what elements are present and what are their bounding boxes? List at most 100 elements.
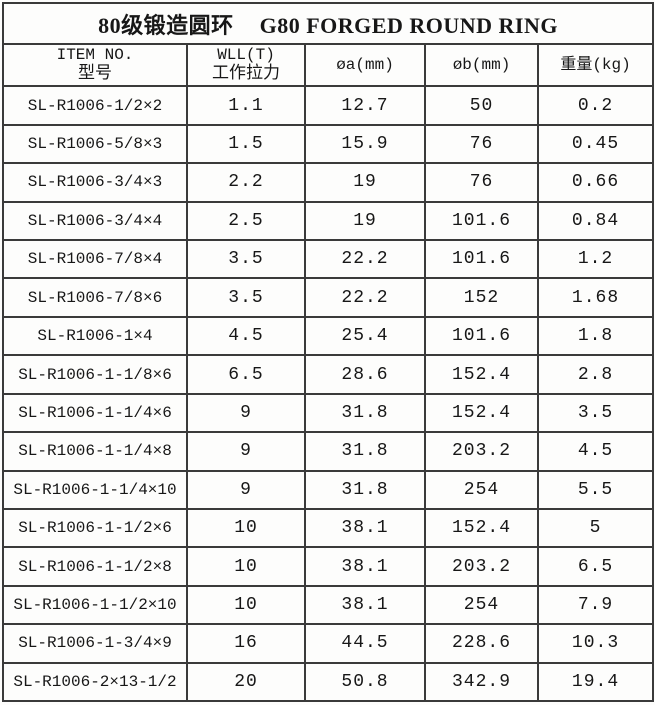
cell-weight: 10.3 [536, 623, 655, 664]
table-row: SL-R1006-5/8×3 1.5 15.9 76 0.45 [2, 123, 655, 165]
table-row: SL-R1006-1/2×2 1.1 12.7 50 0.2 [2, 85, 655, 126]
cell-weight: 0.2 [536, 85, 655, 126]
cell-weight: 2.8 [536, 354, 655, 395]
cell-weight: 6.5 [536, 546, 655, 587]
cell-wll: 2.2 [186, 162, 306, 203]
cell-wll: 3.5 [186, 277, 306, 318]
cell-dia-a: 44.5 [304, 623, 426, 664]
cell-item-no: SL-R1006-7/8×4 [2, 239, 188, 280]
cell-dia-b: 76 [424, 123, 539, 165]
header-item-no-cn: 型号 [78, 64, 112, 84]
cell-dia-a: 31.8 [304, 469, 426, 510]
table-row: SL-R1006-2×13-1/2 20 50.8 342.9 19.4 [2, 661, 655, 703]
cell-weight: 0.66 [536, 162, 655, 203]
cell-weight: 3.5 [536, 392, 655, 434]
cell-wll: 10 [186, 507, 306, 549]
table-row: SL-R1006-1×4 4.5 25.4 101.6 1.8 [2, 315, 655, 357]
cell-dia-a: 15.9 [304, 123, 426, 165]
table-row: SL-R1006-3/4×4 2.5 19 101.6 0.84 [2, 200, 655, 242]
cell-dia-b: 152 [424, 277, 539, 318]
cell-dia-b: 50 [424, 85, 539, 126]
title-chinese: 80级锻造圆环 [98, 12, 234, 38]
header-wll-en: WLL(T) [217, 45, 275, 64]
title-english: G80 FORGED ROUND RING [259, 12, 558, 38]
cell-wll: 1.5 [186, 123, 306, 165]
table-row: SL-R1006-1-1/4×8 9 31.8 203.2 4.5 [2, 431, 655, 472]
cell-dia-a: 50.8 [304, 661, 426, 703]
cell-weight: 1.68 [536, 277, 655, 318]
cell-wll: 6.5 [186, 354, 306, 395]
header-wll-cn: 工作拉力 [212, 64, 280, 84]
cell-dia-b: 254 [424, 469, 539, 510]
cell-dia-b: 152.4 [424, 507, 539, 549]
cell-weight: 5 [536, 507, 655, 549]
cell-dia-a: 38.1 [304, 584, 426, 626]
cell-wll: 10 [186, 584, 306, 626]
cell-dia-b: 228.6 [424, 623, 539, 664]
cell-item-no: SL-R1006-1×4 [2, 315, 188, 357]
table-row: SL-R1006-1-1/4×10 9 31.8 254 5.5 [2, 469, 655, 510]
cell-wll: 2.5 [186, 200, 306, 242]
column-header-dia-a: øa(mm) [304, 43, 426, 88]
cell-dia-b: 203.2 [424, 431, 539, 472]
header-weight: 重量(kg) [560, 55, 631, 74]
cell-weight: 0.45 [536, 123, 655, 165]
cell-dia-b: 254 [424, 584, 539, 626]
cell-wll: 9 [186, 469, 306, 510]
cell-wll: 9 [186, 431, 306, 472]
cell-item-no: SL-R1006-3/4×3 [2, 162, 188, 203]
table-row: SL-R1006-3/4×3 2.2 19 76 0.66 [2, 162, 655, 203]
header-dia-b: øb(mm) [452, 55, 511, 74]
cell-dia-b: 76 [424, 162, 539, 203]
column-header-dia-b: øb(mm) [424, 43, 539, 88]
cell-item-no: SL-R1006-2×13-1/2 [2, 661, 188, 703]
cell-dia-a: 19 [304, 162, 426, 203]
cell-dia-a: 12.7 [304, 85, 426, 126]
cell-wll: 9 [186, 392, 306, 434]
table-row: SL-R1006-7/8×6 3.5 22.2 152 1.68 [2, 277, 655, 318]
table-row: SL-R1006-1-1/4×6 9 31.8 152.4 3.5 [2, 392, 655, 434]
cell-weight: 7.9 [536, 584, 655, 626]
cell-dia-b: 152.4 [424, 354, 539, 395]
column-header-item-no: ITEM NO. 型号 [2, 43, 188, 88]
table-header-row: ITEM NO. 型号 WLL(T) 工作拉力 øa(mm) øb(mm) 重量… [2, 43, 655, 88]
column-header-wll: WLL(T) 工作拉力 [186, 43, 306, 88]
cell-dia-a: 22.2 [304, 277, 426, 318]
table-row: SL-R1006-1-1/2×10 10 38.1 254 7.9 [2, 584, 655, 626]
cell-dia-a: 25.4 [304, 315, 426, 357]
table-row: SL-R1006-1-1/2×8 10 38.1 203.2 6.5 [2, 546, 655, 587]
cell-item-no: SL-R1006-5/8×3 [2, 123, 188, 165]
table-row: SL-R1006-1-3/4×9 16 44.5 228.6 10.3 [2, 623, 655, 664]
cell-dia-a: 31.8 [304, 431, 426, 472]
table-title-row: 80级锻造圆环 G80 FORGED ROUND RING [1, 1, 655, 46]
cell-wll: 1.1 [186, 85, 306, 126]
header-item-no-en: ITEM NO. [56, 45, 134, 64]
cell-dia-b: 101.6 [424, 315, 539, 357]
cell-dia-b: 342.9 [424, 661, 539, 703]
cell-wll: 20 [186, 661, 306, 703]
table-row: SL-R1006-7/8×4 3.5 22.2 101.6 1.2 [2, 239, 655, 280]
cell-weight: 4.5 [536, 431, 655, 472]
cell-wll: 4.5 [186, 315, 306, 357]
cell-dia-a: 19 [304, 200, 426, 242]
cell-item-no: SL-R1006-1-1/2×8 [2, 546, 188, 587]
table-row: SL-R1006-1-1/2×6 10 38.1 152.4 5 [2, 507, 655, 549]
cell-dia-a: 31.8 [304, 392, 426, 434]
cell-dia-b: 203.2 [424, 546, 539, 587]
cell-item-no: SL-R1006-1-1/8×6 [2, 354, 188, 395]
cell-item-no: SL-R1006-1-1/4×8 [2, 431, 188, 472]
header-dia-a: øa(mm) [336, 55, 394, 74]
cell-item-no: SL-R1006-1-1/2×10 [2, 584, 188, 626]
cell-item-no: SL-R1006-1-1/4×10 [2, 469, 188, 510]
cell-weight: 5.5 [536, 469, 655, 510]
cell-wll: 10 [186, 546, 306, 587]
column-header-weight: 重量(kg) [536, 43, 655, 88]
table-row: SL-R1006-1-1/8×6 6.5 28.6 152.4 2.8 [2, 354, 655, 395]
cell-dia-b: 152.4 [424, 392, 539, 434]
cell-item-no: SL-R1006-1-3/4×9 [2, 623, 188, 664]
cell-item-no: SL-R1006-1-1/4×6 [2, 392, 188, 434]
page-title: 80级锻造圆环 G80 FORGED ROUND RING [1, 1, 655, 46]
cell-weight: 1.2 [536, 239, 655, 280]
